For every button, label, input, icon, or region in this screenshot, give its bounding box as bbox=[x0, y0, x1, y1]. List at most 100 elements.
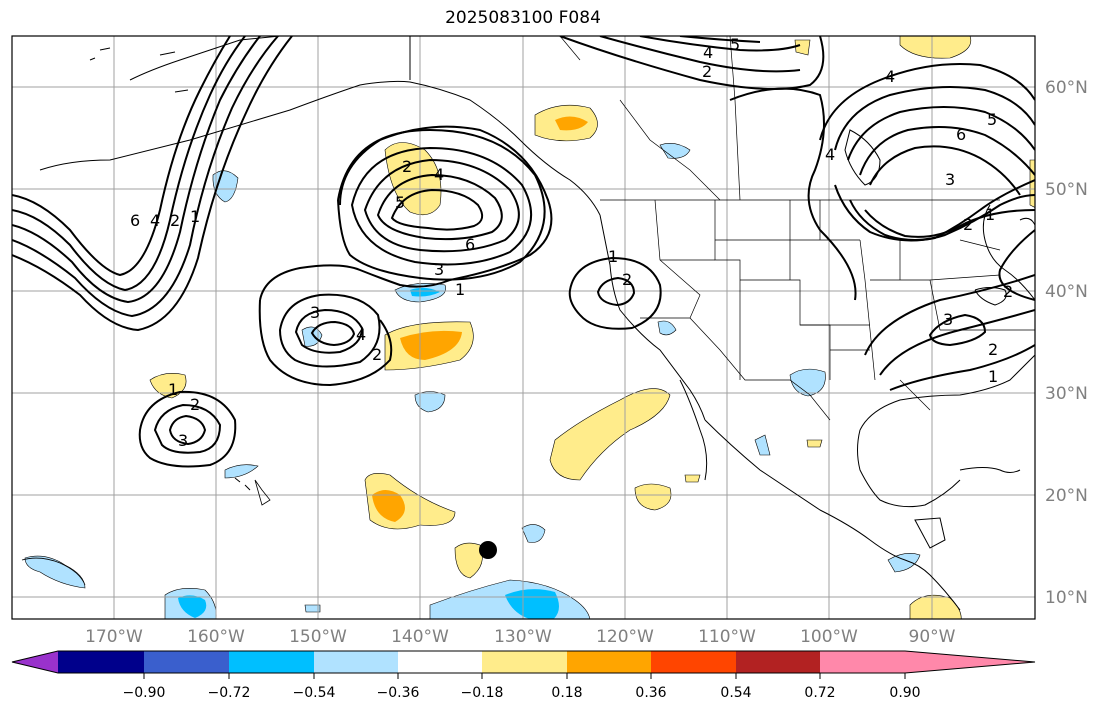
anomaly-positive bbox=[549, 388, 671, 481]
colorbar-tick-label: 0.90 bbox=[889, 685, 920, 701]
colorbar-segment bbox=[736, 651, 820, 673]
lat-label: 30°N bbox=[1045, 384, 1088, 404]
colorbar-tick-label: 0.72 bbox=[804, 685, 835, 701]
anomaly-positive bbox=[400, 330, 462, 360]
longitude-labels: 170°W 160°W 150°W 140°W 130°W 120°W 110°… bbox=[85, 627, 956, 647]
contour-label: 5 bbox=[730, 35, 740, 54]
contour-label: 6 bbox=[956, 125, 966, 144]
point-marker bbox=[479, 541, 497, 559]
latitude-labels: 60°N 50°N 40°N 30°N 20°N 10°N bbox=[1045, 78, 1088, 608]
contour-label: 4 bbox=[885, 67, 895, 86]
contour-label: 2 bbox=[622, 270, 632, 289]
lat-label: 40°N bbox=[1045, 282, 1088, 302]
contour-label: 2 bbox=[963, 215, 973, 234]
anomaly-negative bbox=[224, 464, 259, 479]
lon-label: 130°W bbox=[494, 627, 552, 647]
contour-label: 4 bbox=[434, 165, 444, 184]
colorbar-segment bbox=[314, 651, 398, 673]
anomaly-negative bbox=[178, 595, 207, 618]
colorbar-extend-left bbox=[12, 651, 58, 673]
colorbar-segment bbox=[58, 651, 144, 673]
colorbar-tick-label: −0.72 bbox=[208, 685, 251, 701]
contour-label: 2 bbox=[988, 340, 998, 359]
contour-label: 2 bbox=[372, 345, 382, 364]
contour-label: 4 bbox=[825, 145, 835, 164]
colorbar-segment bbox=[398, 651, 482, 673]
contour-label: 1 bbox=[455, 280, 465, 299]
lat-label: 10°N bbox=[1045, 588, 1088, 608]
graticule bbox=[12, 36, 1035, 619]
lon-label: 120°W bbox=[596, 627, 654, 647]
lon-label: 160°W bbox=[187, 627, 245, 647]
contour-label: 1 bbox=[190, 207, 200, 226]
anomaly-positive bbox=[372, 490, 405, 522]
anomaly-negative bbox=[789, 368, 826, 397]
lon-label: 150°W bbox=[289, 627, 347, 647]
colorbar-outline bbox=[11, 650, 1036, 674]
coastlines bbox=[21, 36, 1035, 611]
contour-label: 3 bbox=[310, 303, 320, 322]
lat-label: 20°N bbox=[1045, 486, 1088, 506]
contour-label: 3 bbox=[434, 260, 444, 279]
boundaries bbox=[559, 36, 1035, 421]
contour-label: 4 bbox=[356, 325, 366, 344]
colorbar-tick-label: 0.36 bbox=[635, 685, 666, 701]
lon-label: 110°W bbox=[698, 627, 756, 647]
anomaly-negative bbox=[657, 320, 677, 336]
colorbar: −0.90 −0.72 −0.54 −0.36 −0.18 0.18 0.36 … bbox=[11, 650, 1036, 701]
lat-label: 50°N bbox=[1045, 180, 1088, 200]
contour-label: 3 bbox=[945, 170, 955, 189]
anomaly-positive bbox=[806, 439, 823, 448]
colorbar-ticks bbox=[143, 673, 906, 679]
contour-label-group: 6 4 2 1 5 4 2 5 4 2 4 6 3 2 1 2 4 5 6 3 … bbox=[130, 35, 1013, 450]
anomaly-negative bbox=[754, 434, 771, 456]
lat-label: 60°N bbox=[1045, 78, 1088, 98]
map-title: 2025083100 F084 bbox=[445, 8, 601, 28]
lon-label: 90°W bbox=[909, 627, 956, 647]
contour-label: 1 bbox=[988, 367, 998, 386]
colorbar-segment bbox=[651, 651, 736, 673]
contour-label: 4 bbox=[703, 43, 713, 62]
anomaly-positive bbox=[634, 483, 672, 511]
contour-label: 2 bbox=[1003, 282, 1013, 301]
anomaly-negative bbox=[304, 604, 321, 613]
colorbar-segment bbox=[144, 651, 229, 673]
contour-label: 1 bbox=[608, 247, 618, 266]
colorbar-tick-label: −0.90 bbox=[123, 685, 166, 701]
lon-label: 140°W bbox=[391, 627, 449, 647]
contour-label: 2 bbox=[702, 62, 712, 81]
contour-label: 3 bbox=[178, 431, 188, 450]
contour-label: 6 bbox=[130, 211, 140, 230]
anomaly-negative bbox=[301, 326, 323, 347]
colorbar-tick-label: −0.18 bbox=[461, 685, 504, 701]
lon-label: 170°W bbox=[85, 627, 143, 647]
colorbar-segment bbox=[567, 651, 651, 673]
contours bbox=[12, 36, 1035, 468]
anomaly-positive bbox=[454, 542, 483, 579]
colorbar-segment bbox=[820, 651, 905, 673]
anomaly-negative bbox=[410, 287, 440, 297]
anomaly-positive bbox=[684, 474, 701, 483]
colorbar-tick-label: −0.54 bbox=[293, 685, 336, 701]
contour-label: 2 bbox=[402, 157, 412, 176]
contour-label: 3 bbox=[943, 310, 953, 329]
map-frame bbox=[11, 35, 1036, 620]
anomaly-positive bbox=[899, 36, 972, 59]
contour-label: 4 bbox=[150, 211, 160, 230]
contour-label: 1 bbox=[168, 380, 178, 399]
contour-label: 2 bbox=[170, 211, 180, 230]
lon-label: 100°W bbox=[800, 627, 858, 647]
anomaly-negative bbox=[414, 391, 446, 413]
anomaly-positive bbox=[555, 116, 588, 131]
contour-label: 5 bbox=[987, 110, 997, 129]
colorbar-segment bbox=[229, 651, 314, 673]
colorbar-tick-label: 0.54 bbox=[720, 685, 751, 701]
colorbar-tick-label: 0.18 bbox=[551, 685, 582, 701]
colorbar-segment bbox=[482, 651, 567, 673]
contour-label: 2 bbox=[190, 395, 200, 414]
anomaly-positive bbox=[794, 39, 811, 56]
contour-label: 1 bbox=[985, 205, 995, 224]
colorbar-extend-right bbox=[905, 651, 1035, 673]
colorbar-tick-label: −0.36 bbox=[377, 685, 420, 701]
